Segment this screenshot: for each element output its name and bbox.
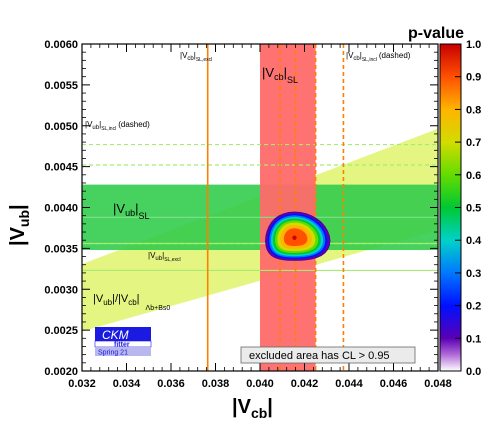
label-vub-sl-incl: |Vub|SL,incl (dashed) bbox=[85, 120, 150, 132]
label-vcb-sl-incl: |Vcb|SL,incl (dashed) bbox=[346, 51, 411, 63]
x-tick-label-2: 0.036 bbox=[157, 378, 185, 390]
colorbar-tick-label-3: 0.3 bbox=[466, 268, 481, 280]
logo-ckm: CKM bbox=[102, 328, 129, 342]
colorbar-tick-label-8: 0.8 bbox=[466, 104, 481, 116]
y-tick-label-2: 0.0030 bbox=[44, 284, 78, 296]
colorbar-tick-label-1: 0.1 bbox=[466, 333, 481, 345]
y-tick-label-3: 0.0035 bbox=[44, 243, 78, 255]
y-tick-label-0: 0.0020 bbox=[44, 366, 78, 378]
vcb-sl-band bbox=[260, 44, 316, 371]
ckmfitter-logo: CKM fitter Spring 21 bbox=[94, 327, 152, 357]
x-tick-label-6: 0.044 bbox=[335, 378, 363, 390]
label-ratio: |Vub|/|Vcb|Λb+Bs0 bbox=[93, 293, 170, 312]
colorbar-tick-label-7: 0.7 bbox=[466, 137, 481, 149]
best-fit-point bbox=[292, 235, 297, 240]
colorbar-tick-label-6: 0.6 bbox=[466, 170, 481, 182]
colorbar-tick-label-0: 0.0 bbox=[466, 366, 481, 378]
y-axis-title: |Vub| bbox=[7, 204, 32, 246]
excluded-note: excluded area has CL > 0.95 bbox=[249, 350, 390, 362]
logo-fitter: fitter bbox=[114, 342, 130, 349]
label-vcb-sl: |Vcb|SL bbox=[262, 65, 298, 85]
constraint-lines bbox=[82, 44, 438, 371]
x-tick-label-1: 0.034 bbox=[113, 378, 141, 390]
colorbar-tick-label-4: 0.4 bbox=[466, 235, 482, 247]
colorbar-tick-label-9: 0.9 bbox=[466, 72, 481, 84]
colorbar-tick-label-10: 1.0 bbox=[466, 39, 481, 51]
x-tick-label-8: 0.048 bbox=[424, 378, 452, 390]
colorbar-ticks: 0.0 0.1 0.2 0.3 0.4 0.5 0.6 0.7 0.8 0.9 1.0 bbox=[455, 39, 482, 378]
y-tick-label-4: 0.0040 bbox=[44, 203, 78, 215]
x-tick-label-0: 0.032 bbox=[68, 378, 96, 390]
label-vub-sl: |Vub|SL bbox=[113, 201, 149, 221]
excluded-note-box bbox=[240, 346, 416, 364]
y-tick-label-1: 0.0025 bbox=[44, 325, 78, 337]
x-axis-title: |Vcb| bbox=[232, 396, 273, 421]
axis-ticks: 0.032 0.034 0.036 0.038 0.040 0.042 0.044 0.046… bbox=[44, 39, 451, 390]
x-tick-label-3: 0.038 bbox=[202, 378, 230, 390]
y-tick-label-7: 0.0055 bbox=[44, 80, 78, 92]
y-tick-label-5: 0.0045 bbox=[44, 162, 78, 174]
x-tick-label-7: 0.046 bbox=[380, 378, 408, 390]
y-tick-label-6: 0.0050 bbox=[44, 121, 78, 133]
colorbar-tick-label-5: 0.5 bbox=[466, 203, 481, 215]
label-vcb-sl-excl: |Vcb|SL,excl bbox=[180, 51, 212, 63]
annotations: |Vcb|SL,excl |Vcb|SL |Vcb|SL,incl (dashed… bbox=[85, 51, 416, 364]
colorbar-title: p-value bbox=[408, 25, 464, 42]
fit-contours bbox=[265, 211, 331, 261]
x-tick-label-5: 0.042 bbox=[291, 378, 319, 390]
x-tick-label-4: 0.040 bbox=[246, 378, 274, 390]
y-tick-label-8: 0.0060 bbox=[44, 39, 78, 51]
label-vub-sl-excl: |Vub|SL,excl bbox=[148, 251, 181, 263]
logo-spring: Spring 21 bbox=[98, 350, 128, 357]
colorbar-tick-label-2: 0.2 bbox=[466, 301, 481, 313]
